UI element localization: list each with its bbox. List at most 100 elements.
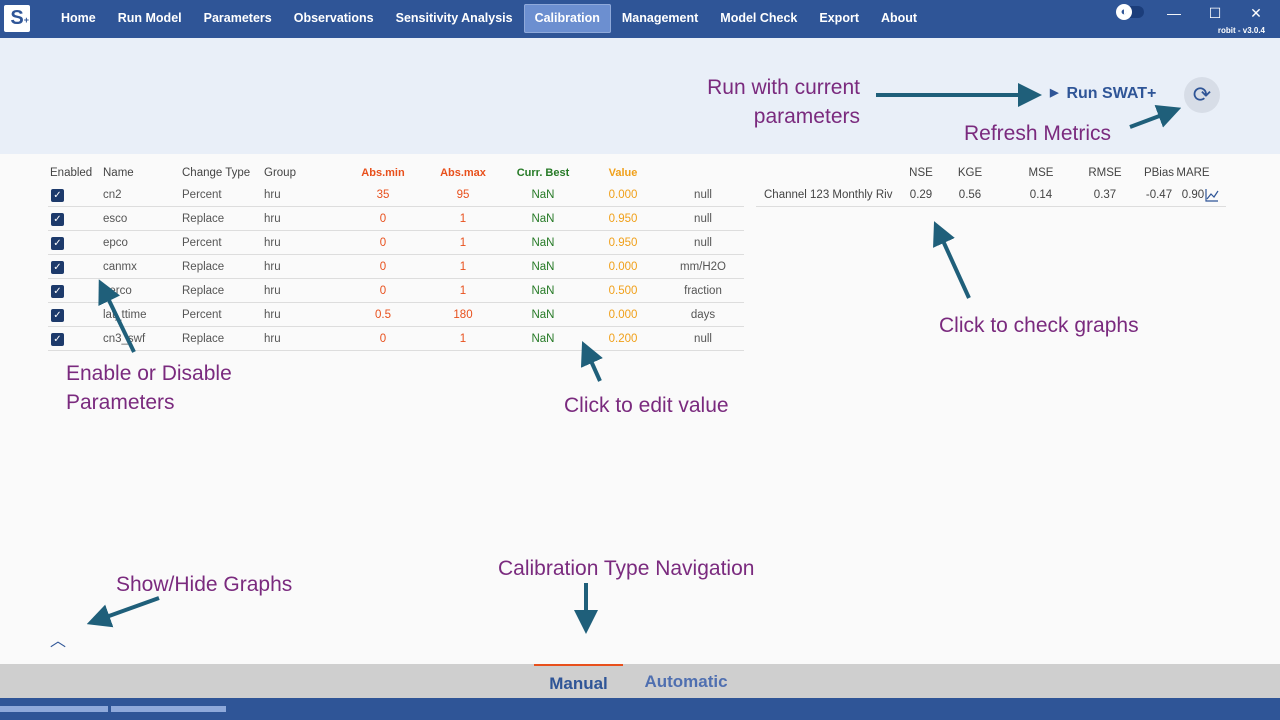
param-abs-max: 1 [459,333,467,345]
param-change-type: Percent [182,189,222,201]
param-abs-min: 0 [379,213,387,225]
param-name: esco [103,213,128,225]
param-change-type: Replace [182,285,225,297]
header-name: Name [103,167,134,179]
param-abs-min: 0 [379,285,387,297]
action-band [0,38,1280,154]
nav-home[interactable]: Home [61,11,96,25]
header-nse: NSE [909,167,933,179]
param-change-type: Replace [182,333,225,345]
enabled-checkbox[interactable]: ✓ [51,213,64,226]
param-abs-min: 0 [379,333,387,345]
annotation-refresh: Refresh Metrics [964,122,1112,145]
param-curr-best: NaN [531,237,555,249]
enabled-checkbox[interactable]: ✓ [51,309,64,322]
param-change-type: Percent [182,237,222,249]
nav-observations[interactable]: Observations [293,11,374,25]
tab-manual[interactable]: Manual [534,664,623,698]
header-mare: MARE [1176,167,1210,179]
nav-parameters[interactable]: Parameters [203,11,272,25]
param-unit: null [694,333,712,345]
param-name: lat_ttime [103,309,147,321]
param-name: canmx [103,261,137,273]
param-name: epco [103,237,128,249]
param-value[interactable]: 0.950 [608,213,638,225]
nav-model-check[interactable]: Model Check [720,11,798,25]
enabled-checkbox[interactable]: ✓ [51,333,64,346]
param-curr-best: NaN [531,333,555,345]
nav-export[interactable]: Export [819,11,859,25]
nav-calibration[interactable]: Calibration [523,4,611,33]
param-value[interactable]: 0.000 [608,189,638,201]
param-group: hru [264,333,281,345]
parameter-row: ✓ cn3_swf Replace hru 0 1 NaN 0.200 null [48,327,744,351]
param-abs-min: 0.5 [375,309,391,321]
parameter-row: ✓ cn2 Percent hru 35 95 NaN 0.000 null [48,183,744,207]
metric-pbias: -0.47 [1145,189,1173,201]
parameters-table: Enabled Name Change Type Group Abs.min A… [48,163,744,351]
param-value[interactable]: 0.950 [608,237,638,249]
minimize-button[interactable]: — [1167,5,1181,21]
close-button[interactable]: ✕ [1250,5,1262,21]
annotation-enable-line2: Parameters [66,391,175,414]
metric-mse: 0.14 [1029,189,1053,201]
metric-rmse: 0.37 [1093,189,1117,201]
line-chart-icon[interactable] [1205,188,1219,202]
param-group: hru [264,285,281,297]
param-change-type: Replace [182,213,225,225]
main-nav: Home Run Model Parameters Observations S… [50,4,928,33]
tab-automatic[interactable]: Automatic [644,672,728,691]
param-group: hru [264,237,281,249]
annotation-run-line2: parameters [753,105,860,128]
header-pbias: PBias [1143,167,1175,179]
header-kge: KGE [957,167,983,179]
refresh-metrics-button[interactable]: ⟳ [1184,77,1220,113]
param-change-type: Percent [182,309,222,321]
annotation-run: Run with current parameters [660,73,860,131]
parameter-row: ✓ epco Percent hru 0 1 NaN 0.950 null [48,231,744,255]
parameters-header: Enabled Name Change Type Group Abs.min A… [48,163,744,183]
metrics-table: NSE KGE MSE RMSE PBias MARE Channel 123 … [756,163,1226,207]
param-unit: null [694,213,712,225]
nav-run-model[interactable]: Run Model [117,11,182,25]
app-logo: S + [4,5,30,32]
parameter-row: ✓ canmx Replace hru 0 1 NaN 0.000 mm/H2O [48,255,744,279]
annotation-edit: Click to edit value [564,394,729,417]
annotation-nav: Calibration Type Navigation [498,557,755,580]
param-value[interactable]: 0.000 [608,261,638,273]
theme-toggle[interactable]: ◐ [1116,4,1144,20]
param-group: hru [264,309,281,321]
param-curr-best: NaN [531,213,555,225]
header-value: Value [608,167,638,179]
param-value[interactable]: 0.000 [608,309,638,321]
param-group: hru [264,213,281,225]
param-abs-max: 180 [453,309,473,321]
header-group: Group [264,167,296,179]
param-value[interactable]: 0.500 [608,285,638,297]
nav-sensitivity-analysis[interactable]: Sensitivity Analysis [395,11,513,25]
param-unit: mm/H2O [680,261,726,273]
header-mse: MSE [1028,167,1054,179]
enabled-checkbox[interactable]: ✓ [51,189,64,202]
arrow-edit [580,341,603,382]
parameter-row: ✓ esco Replace hru 0 1 NaN 0.950 null [48,207,744,231]
enabled-checkbox[interactable]: ✓ [51,261,64,274]
param-unit: null [694,237,712,249]
param-abs-max: 1 [459,261,467,273]
nav-about[interactable]: About [880,11,918,25]
param-curr-best: NaN [531,285,555,297]
run-swat-button[interactable]: ▶ Run SWAT+ [1050,85,1156,103]
enabled-checkbox[interactable]: ✓ [51,285,64,298]
header-curr-best: Curr. Best [516,167,570,179]
param-abs-max: 1 [459,285,467,297]
arrow-show-hide [86,596,160,628]
maximize-button[interactable]: ☐ [1208,5,1222,21]
show-hide-graphs-toggle[interactable]: ︿ [50,627,66,651]
param-name: perco [103,285,132,297]
param-curr-best: NaN [531,189,555,201]
annotation-graphs: Click to check graphs [939,314,1139,337]
play-icon: ▶ [1050,87,1059,99]
enabled-checkbox[interactable]: ✓ [51,237,64,250]
param-value[interactable]: 0.200 [608,333,638,345]
nav-management[interactable]: Management [621,11,699,25]
